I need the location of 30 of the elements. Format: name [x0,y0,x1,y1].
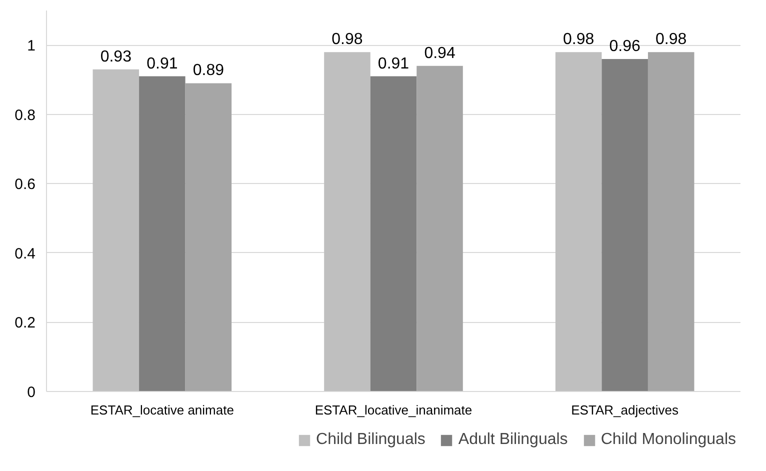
bar [324,52,370,392]
bar [370,76,417,392]
y-tick-label: 0.8 [14,106,36,124]
data-label: 0.98 [562,31,594,48]
legend-label: Child Monolinguals [600,431,736,449]
legend-label: Child Bilinguals [316,431,426,449]
bar [139,76,186,392]
x-tick-label: ESTAR_locative_inanimate [314,402,472,418]
x-tick-label: ESTAR_adjectives [571,402,680,418]
data-label: 0.96 [609,38,641,55]
legend-label: Adult Bilinguals [458,431,568,449]
data-label: 0.98 [656,31,687,48]
bar [416,66,463,392]
bar [92,69,140,392]
y-tick-label: 0.4 [14,245,36,262]
data-label: 0.89 [192,62,224,80]
data-label: 0.93 [100,48,132,66]
data-label: 0.91 [146,55,178,72]
bar [555,52,602,392]
data-label: 0.91 [378,55,410,72]
y-tick-label: 0.6 [14,176,36,194]
y-tick-label: 1 [27,38,36,55]
bar [648,52,694,392]
bar [602,58,648,392]
y-tick-label: 0.2 [14,314,36,332]
y-tick-label: 0 [27,384,36,401]
data-label: 0.98 [332,31,363,48]
x-tick-label: ESTAR_locative animate [90,402,234,418]
data-label: 0.94 [424,44,456,62]
bar [185,83,232,392]
